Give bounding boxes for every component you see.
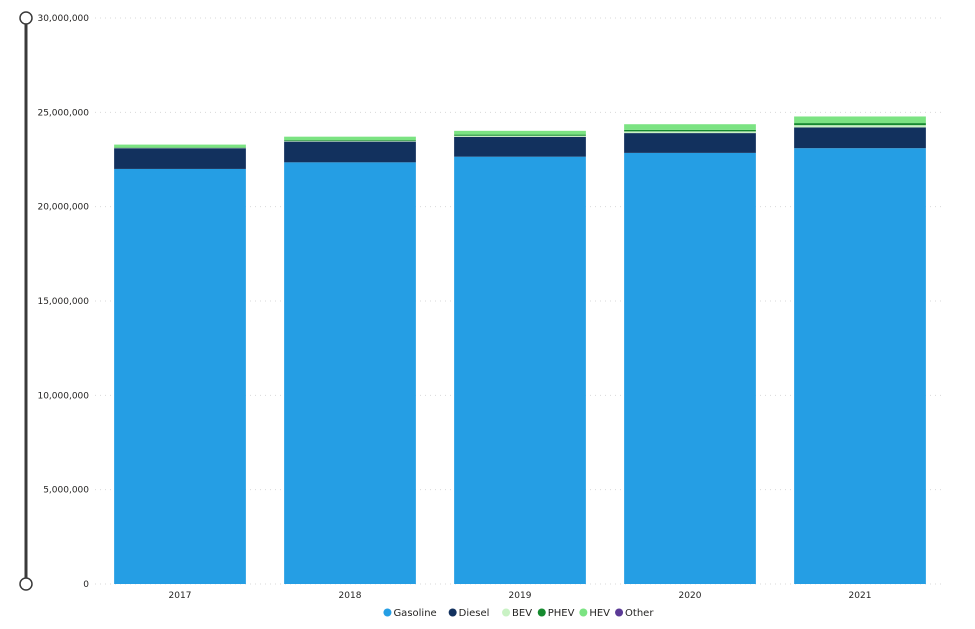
bar-segment-bev-2019[interactable] [454, 135, 586, 137]
bar-segment-diesel-2019[interactable] [454, 136, 586, 157]
bar-segment-phev-2020[interactable] [624, 129, 756, 132]
legend-marker-phev[interactable] [537, 608, 546, 617]
legend-label-hev[interactable]: HEV [589, 608, 610, 619]
legend-label-other[interactable]: Other [625, 608, 654, 619]
bar-segment-bev-2018[interactable] [284, 140, 416, 142]
bar-segment-bev-2020[interactable] [624, 131, 756, 134]
bar-stacks [114, 116, 926, 585]
legend-label-gasoline[interactable]: Gasoline [393, 608, 436, 619]
bar-segment-phev-2019[interactable] [454, 134, 586, 136]
legend-marker-diesel[interactable] [448, 608, 457, 617]
slider-handle-bottom[interactable] [19, 577, 33, 591]
bar-segment-diesel-2020[interactable] [624, 133, 756, 153]
range-slider[interactable] [19, 11, 33, 591]
bar-segment-phev-2021[interactable] [794, 123, 926, 126]
bar-segment-diesel-2018[interactable] [284, 141, 416, 163]
bar-segment-hev-2021[interactable] [794, 116, 926, 124]
y-tick-label: 10,000,000 [37, 391, 89, 401]
legend-marker-hev[interactable] [579, 608, 588, 617]
y-tick-label: 0 [83, 580, 89, 590]
x-tick-label: 2019 [509, 591, 532, 601]
bar-segment-gasoline-2021[interactable] [794, 148, 926, 584]
bar-segment-gasoline-2018[interactable] [284, 162, 416, 584]
y-tick-label: 25,000,000 [37, 108, 89, 118]
bar-segment-gasoline-2020[interactable] [624, 152, 756, 584]
y-axis-ticks: 0 5,000,000 10,000,000 15,000,000 20,000,000… [37, 14, 89, 590]
y-tick-label: 15,000,000 [37, 297, 89, 307]
legend-label-phev[interactable]: PHEV [548, 608, 575, 619]
legend-marker-bev[interactable] [502, 608, 511, 617]
x-tick-label: 2017 [169, 591, 192, 601]
y-tick-label: 20,000,000 [37, 203, 89, 213]
legend: Gasoline Diesel BEV PHEV HEV Other [383, 608, 654, 619]
x-axis-ticks: 2017 2018 2019 2020 2021 [169, 591, 872, 601]
slider-handle-top[interactable] [19, 11, 33, 25]
bar-segment-bev-2021[interactable] [794, 125, 926, 128]
bar-segment-diesel-2021[interactable] [794, 127, 926, 149]
legend-marker-other[interactable] [615, 608, 624, 617]
bar-segment-hev-2019[interactable] [454, 130, 586, 135]
legend-label-diesel[interactable]: Diesel [459, 608, 490, 619]
x-tick-label: 2020 [679, 591, 702, 601]
legend-marker-gasoline[interactable] [383, 608, 392, 617]
bar-segment-hev-2018[interactable] [284, 136, 416, 141]
bar-segment-diesel-2017[interactable] [114, 148, 246, 169]
bar-segment-phev-2018[interactable] [284, 140, 416, 141]
bar-segment-hev-2020[interactable] [624, 124, 756, 130]
x-tick-label: 2021 [849, 591, 872, 601]
y-tick-label: 5,000,000 [43, 486, 89, 496]
y-tick-label: 30,000,000 [37, 14, 89, 24]
x-tick-label: 2018 [339, 591, 362, 601]
bar-segment-hev-2017[interactable] [114, 144, 246, 148]
bar-segment-gasoline-2019[interactable] [454, 156, 586, 585]
legend-label-bev[interactable]: BEV [512, 608, 532, 619]
bar-segment-gasoline-2017[interactable] [114, 168, 246, 584]
